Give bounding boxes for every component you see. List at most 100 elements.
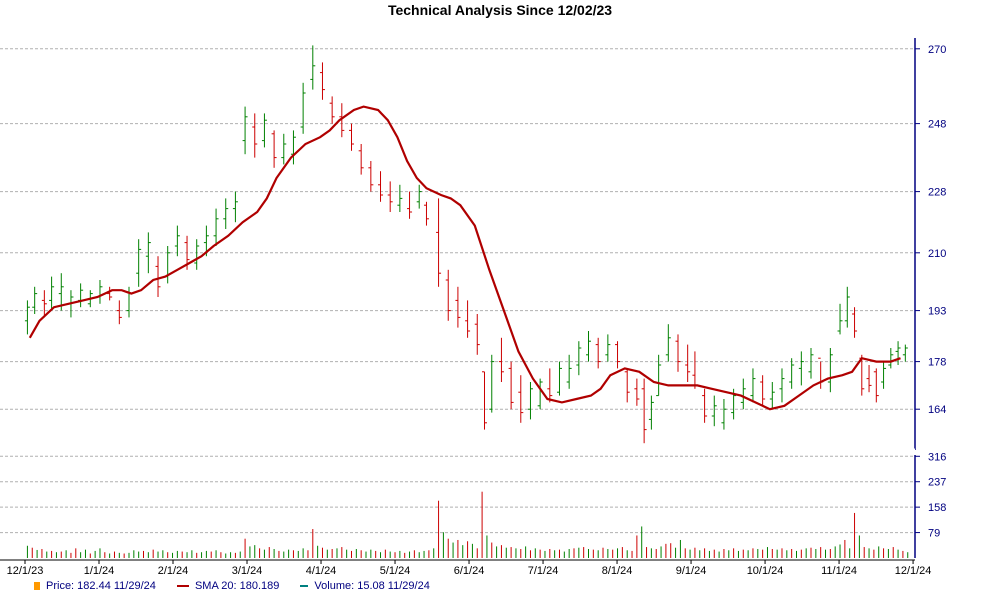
price-bars: [24, 45, 908, 444]
legend-price-label: Price: 182.44 11/29/24: [46, 580, 156, 592]
price-bar: [498, 337, 504, 382]
price-tick-label: 164: [928, 404, 946, 416]
price-tick-label: 228: [928, 187, 946, 199]
price-bar: [556, 361, 562, 396]
price-bar: [656, 354, 662, 397]
price-bar: [888, 348, 894, 369]
price-bar: [624, 368, 630, 403]
price-bar: [527, 382, 533, 420]
price-bar: [615, 341, 621, 369]
legend-price: Price: 182.44 11/29/24: [34, 580, 156, 592]
volume-tick-label: 79: [928, 528, 940, 540]
price-bar: [281, 133, 287, 165]
price-bar: [290, 130, 296, 165]
price-bar: [818, 357, 824, 389]
price-bar: [155, 256, 161, 297]
price-tick-label: 210: [928, 248, 946, 260]
price-bar: [368, 161, 374, 192]
price-bar: [508, 361, 514, 410]
price-bar: [261, 113, 267, 148]
price-bar: [455, 286, 461, 328]
price-bar: [798, 351, 804, 386]
volume-tick-label: 316: [928, 451, 946, 463]
price-bar: [436, 198, 442, 287]
volume-tick-label: 237: [928, 477, 946, 489]
price-bar: [145, 232, 151, 274]
price-bar: [750, 368, 756, 403]
price-bar: [881, 361, 887, 389]
x-tick-label: 3/1/24: [232, 565, 263, 577]
price-bar: [605, 334, 611, 362]
price-bar: [789, 358, 795, 389]
x-tick-label: 11/1/24: [821, 565, 857, 577]
price-bar: [41, 290, 47, 318]
legend-sma: SMA 20: 180.189: [176, 580, 280, 592]
price-bar: [518, 375, 524, 423]
grid-lines: [0, 48, 915, 534]
price-swatch-icon: [34, 582, 40, 591]
price-bar: [165, 246, 171, 284]
price-bar: [223, 198, 229, 229]
price-bar: [808, 348, 814, 379]
x-tick-label: 10/1/24: [747, 565, 784, 577]
price-tick-label: 193: [928, 306, 946, 318]
axes: [0, 38, 920, 564]
legend-sma-label: SMA 20: 180.189: [194, 580, 280, 592]
price-bar: [873, 368, 879, 403]
price-bar: [844, 286, 850, 328]
price-bar: [194, 239, 200, 270]
price-bar: [348, 123, 354, 151]
price-bar: [692, 351, 698, 389]
price-bar: [78, 283, 84, 308]
price-bar: [721, 399, 727, 430]
price-bar: [310, 45, 316, 90]
price-bar: [566, 354, 572, 389]
x-tick-label: 1/1/24: [84, 565, 115, 577]
sma-20-line: [28, 105, 901, 411]
x-tick-label: 8/1/24: [602, 565, 633, 577]
price-bar: [242, 106, 248, 155]
volume-swatch-icon: [300, 585, 309, 588]
price-bar: [641, 378, 647, 444]
price-bar: [339, 103, 345, 138]
price-bar: [49, 276, 55, 311]
price-bar: [586, 331, 592, 362]
price-bar: [329, 96, 335, 124]
price-bar: [665, 324, 671, 362]
price-bar: [232, 191, 238, 223]
x-tick-label: 7/1/24: [528, 565, 559, 577]
price-bar: [136, 239, 142, 287]
x-tick-label: 6/1/24: [454, 565, 485, 577]
price-bar: [685, 344, 691, 382]
x-tick-label: 5/1/24: [380, 565, 411, 577]
price-bar: [769, 382, 775, 410]
price-bar: [24, 300, 30, 335]
price-bar: [760, 375, 766, 406]
tick-labels: 164 178 193 210 228 248 270 79 158 237 316 12/1/23 1…: [7, 44, 947, 577]
x-tick-label: 4/1/24: [306, 565, 337, 577]
price-bar: [537, 378, 543, 410]
price-bar: [482, 371, 488, 430]
price-bar: [116, 300, 122, 325]
price-tick-label: 248: [928, 119, 946, 131]
price-bar: [397, 184, 403, 212]
price-bar: [634, 378, 640, 406]
price-bar: [387, 181, 393, 212]
x-tick-label: 9/1/24: [676, 565, 707, 577]
price-bar: [827, 348, 833, 393]
legend-volume: Volume: 15.08 11/29/24: [300, 580, 430, 592]
legend: Price: 182.44 11/29/24 SMA 20: 180.189 V…: [34, 580, 448, 592]
price-bar: [465, 300, 471, 338]
price-bar: [407, 191, 413, 219]
price-bar: [300, 82, 306, 134]
x-tick-label: 12/1/24: [895, 565, 932, 577]
price-bar: [547, 368, 553, 403]
x-tick-label: 2/1/24: [158, 565, 189, 577]
price-bar: [852, 307, 858, 338]
price-bar: [358, 144, 364, 175]
price-bar: [576, 341, 582, 376]
price-tick-label: 270: [928, 44, 946, 56]
price-bar: [174, 225, 180, 257]
volume-tick-label: 158: [928, 502, 946, 514]
